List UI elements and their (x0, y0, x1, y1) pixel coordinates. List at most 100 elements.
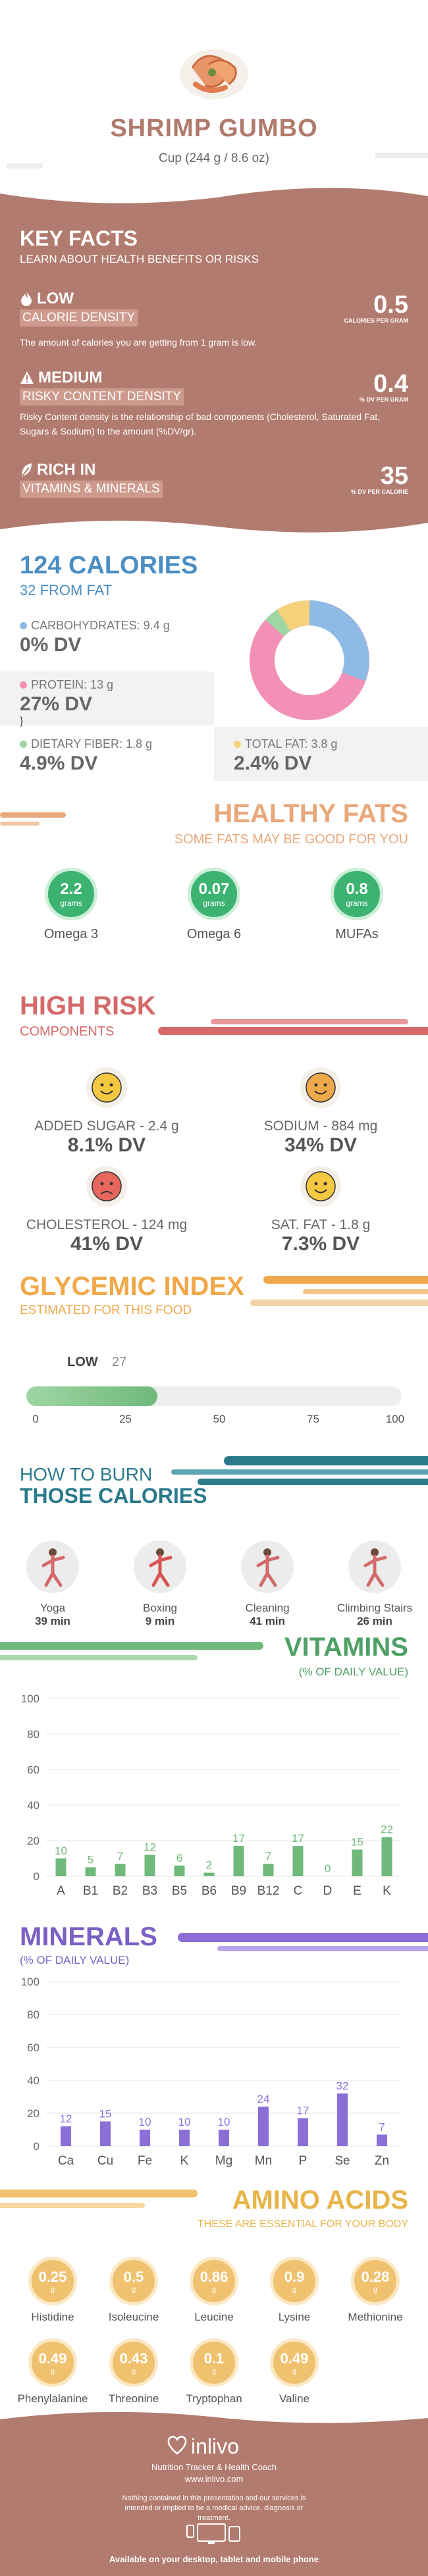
brand-url[interactable]: www.inlivo.com (184, 2474, 244, 2484)
y-tick-label: 0 (34, 1870, 40, 1883)
protein-dv: 27% DV (20, 693, 93, 715)
carbs-label: CARBOHYDRATES: 9.4 g (31, 619, 170, 632)
amino-section: AMINO ACIDS THESE ARE ESSENTIAL FOR YOUR… (0, 2186, 428, 2409)
glycemic-fill (26, 1386, 157, 1406)
amino-name: Histidine (31, 2311, 74, 2323)
fat-bg (214, 727, 428, 781)
deco-bar (0, 1655, 198, 1660)
carbs-stat: CARBOHYDRATES: 9.4 g 0% DV (20, 619, 170, 656)
x-tick-label: C (294, 1884, 303, 1898)
bar (100, 2121, 111, 2146)
amino-unit: g (131, 2367, 136, 2375)
glycemic-tick-label: 0 (32, 1413, 39, 1425)
bar-value-label: 10 (139, 2116, 151, 2128)
x-tick-label: K (383, 1884, 391, 1898)
fiber-stat: DIETARY FIBER: 1.8 g 4.9% DV (20, 737, 152, 775)
amino-item: 0.5 g Isoleucine (88, 2257, 180, 2324)
donut-fat (277, 600, 310, 631)
bar (352, 1849, 363, 1876)
high-risk-subtitle: COMPONENTS (20, 1024, 115, 1039)
fact-unit: % DV PER CALORIE (350, 488, 408, 495)
bar (203, 1872, 215, 1876)
bar-value-label: 32 (336, 2080, 349, 2092)
bar (258, 2107, 269, 2146)
brand-tagline: Nutrition Tracker & Health Coach (151, 2462, 277, 2472)
glycemic-title: GLYCEMIC INDEX (20, 1272, 244, 1301)
bar (381, 1837, 392, 1876)
x-tick-label: E (353, 1884, 361, 1898)
fact-level: RICH IN (37, 461, 96, 479)
bar (263, 1864, 274, 1876)
amino-unit: g (131, 2286, 136, 2294)
glycemic-tick-label: 100 (385, 1413, 405, 1425)
burn-activity: Cleaning (245, 1602, 290, 1614)
amino-unit: g (211, 2367, 217, 2375)
burn-item: Climbing Stairs 26 min (325, 1539, 424, 1628)
disclaimer: Nothing contained in this presentation a… (122, 2494, 306, 2522)
fact-level: LOW (37, 290, 74, 307)
deco-bar (0, 812, 66, 818)
bar (55, 1858, 67, 1876)
risk-label: SODIUM - 884 mg (263, 1118, 378, 1134)
risk-item: CHOLESTEROL - 124 mg 41% DV (8, 1165, 205, 1255)
bar-value-label: 5 (88, 1854, 94, 1866)
deco-bar (211, 1019, 408, 1024)
brand-logo: inlivo (191, 2434, 239, 2458)
high-risk-section: HIGH RISK COMPONENTS ADDED SUGAR - 2.4 g… (0, 981, 428, 1257)
burn-time: 26 min (357, 1615, 392, 1627)
x-tick-label: B1 (83, 1884, 98, 1898)
amino-item: 0.9 g Lysine (248, 2257, 340, 2324)
bar-value-label: 0 (325, 1862, 331, 1875)
stairs-icon (348, 1540, 401, 1593)
fat-name: Omega 3 (43, 927, 99, 941)
deco-bar (0, 822, 40, 826)
deco-bar (217, 1946, 428, 1951)
fat-dv: 2.4% DV (234, 752, 312, 774)
smiley-face-icon (86, 1067, 127, 1108)
vitamins-subtitle: (% OF DAILY VALUE) (298, 1666, 408, 1678)
yoga-icon (26, 1540, 79, 1593)
deco-bar (178, 1933, 428, 1942)
x-tick-label: B9 (231, 1884, 246, 1898)
fat-value: 0.07 (198, 880, 230, 898)
glycemic-subtitle: ESTIMATED FOR THIS FOOD (20, 1303, 192, 1317)
burn-item: Yoga 39 min (3, 1539, 102, 1628)
macro-donut (250, 600, 369, 720)
bar (377, 2134, 387, 2146)
y-tick-label: 100 (21, 1976, 40, 1988)
amino-item: 0.1 g Tryptophan (168, 2338, 260, 2405)
fact-desc: Risky Content density is the relationshi… (20, 411, 381, 436)
burn-title-1: HOW TO BURN (20, 1464, 153, 1485)
deco-bars (0, 1447, 428, 1485)
amino-value: 0.1 (203, 2350, 225, 2367)
bar-value-label: 12 (60, 2113, 72, 2125)
x-tick-label: B2 (113, 1884, 128, 1898)
bar (61, 2126, 71, 2146)
x-tick-label: Mn (255, 2154, 272, 2168)
deco-bar (303, 1289, 428, 1294)
bar-value-label: 6 (176, 1852, 182, 1864)
risk-item: SAT. FAT - 1.8 g 7.3% DV (222, 1165, 419, 1255)
minerals-subtitle: (% OF DAILY VALUE) (20, 1954, 130, 1966)
fat-unit: grams (60, 899, 82, 908)
amino-unit: g (50, 2367, 55, 2375)
risk-dv: 7.3% DV (281, 1233, 360, 1255)
amino-item: 0.43 g Threonine (88, 2338, 180, 2405)
amino-unit: g (50, 2286, 55, 2294)
amino-item: 0.25 g Histidine (7, 2257, 99, 2324)
amino-circle: 0.25 g (28, 2257, 77, 2305)
y-tick-label: 80 (27, 2009, 40, 2021)
glycemic-value: 27 (112, 1355, 127, 1369)
amino-name: Tryptophan (186, 2392, 242, 2405)
flame-icon (21, 292, 32, 306)
amino-name: Phenylalanine (17, 2392, 88, 2405)
fact-desc: The amount of calories you are getting f… (20, 337, 257, 348)
amino-circle: 0.1 g (190, 2338, 238, 2387)
amino-circle: 0.49 g (28, 2338, 77, 2387)
x-tick-label: K (180, 2154, 189, 2168)
amino-value: 0.86 (200, 2269, 228, 2285)
burn-item: Boxing 9 min (111, 1539, 209, 1628)
fiber-label: DIETARY FIBER: 1.8 g (31, 737, 153, 750)
burn-section: HOW TO BURN THOSE CALORIES Yoga 39 min Box… (0, 1429, 428, 1628)
availability: Available on your desktop, tablet and mo… (109, 2554, 319, 2564)
